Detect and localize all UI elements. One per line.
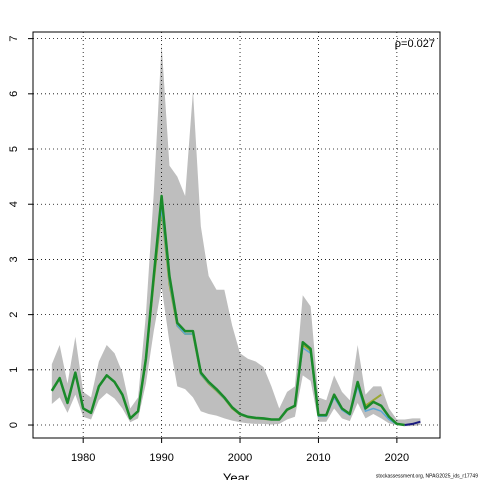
- x-tick-label: 2000: [228, 452, 252, 464]
- x-axis-label: Year: [223, 470, 250, 480]
- x-tick-label: 1980: [71, 452, 95, 464]
- plot-frame: [32, 31, 441, 439]
- y-tick-label: 7: [8, 36, 20, 42]
- y-tick-label: 3: [8, 256, 20, 262]
- confidence-band: [51, 44, 421, 427]
- y-tick-label: 6: [8, 91, 20, 97]
- y-tick-label: 0: [8, 422, 20, 428]
- y-tick-label: 5: [8, 146, 20, 152]
- x-tick-label: 2020: [385, 452, 409, 464]
- footer: stockassessment.org, NPAG2025_ids_r17749: [376, 473, 478, 479]
- y-tick-label: 2: [8, 312, 20, 318]
- series-line: [404, 420, 421, 427]
- x-tick-label: 2010: [306, 452, 330, 464]
- series-line: [50, 194, 405, 427]
- annotation: ρ=0.027: [395, 38, 435, 50]
- y-tick-label: 4: [8, 201, 20, 207]
- x-tick-label: 1990: [149, 452, 173, 464]
- y-tick-label: 1: [8, 367, 20, 373]
